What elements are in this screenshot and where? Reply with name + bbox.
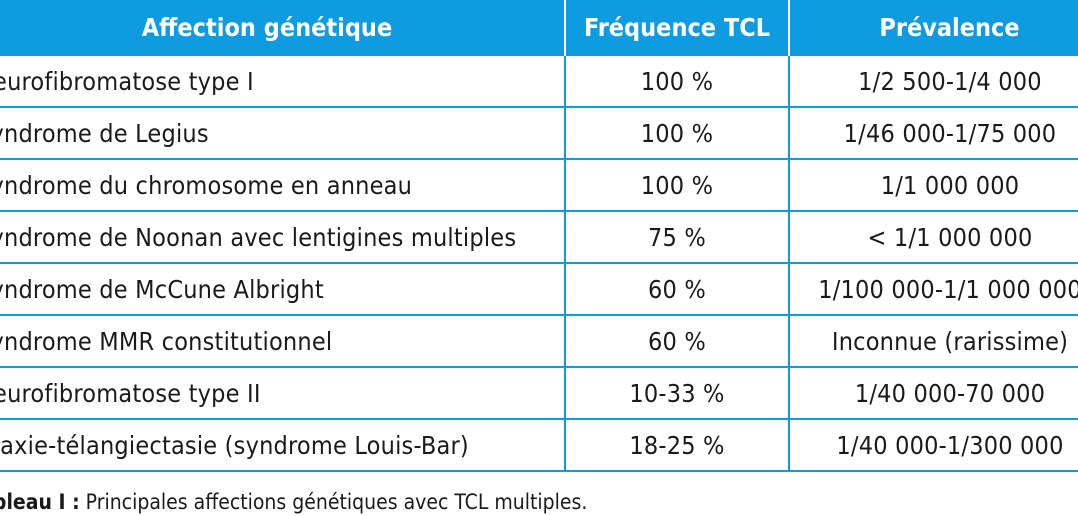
caption-label: Tableau I : (0, 490, 80, 514)
cell-prevalence: < 1/1 000 000 (788, 210, 1078, 264)
cell-frequence: 100 % (564, 54, 790, 108)
cell-affection: Syndrome de Noonan avec lentigines multi… (0, 210, 566, 264)
table-row: Syndrome du chromosome en anneau 100 % 1… (0, 158, 1078, 212)
cell-affection: Syndrome de Legius (0, 106, 566, 160)
table-row: Syndrome MMR constitutionnel 60 % Inconn… (0, 314, 1078, 368)
table-row: Ataxie-télangiectasie (syndrome Louis-Ba… (0, 418, 1078, 472)
column-header-prevalence: Prévalence (788, 0, 1078, 55)
cell-prevalence: 1/1 000 000 (788, 158, 1078, 212)
cell-prevalence: 1/2 500-1/4 000 (788, 54, 1078, 108)
cell-prevalence: 1/40 000-70 000 (788, 366, 1078, 420)
table-caption: Tableau I : Principales affections génét… (0, 490, 587, 514)
table-row: Neurofibromatose type II 10-33 % 1/40 00… (0, 366, 1078, 420)
column-header-frequence: Fréquence TCL (564, 0, 790, 55)
cell-affection: Ataxie-télangiectasie (syndrome Louis-Ba… (0, 418, 566, 472)
table-row: Syndrome de McCune Albright 60 % 1/100 0… (0, 262, 1078, 316)
cell-prevalence: 1/46 000-1/75 000 (788, 106, 1078, 160)
cell-frequence: 60 % (564, 262, 790, 316)
cell-frequence: 60 % (564, 314, 790, 368)
genetic-conditions-table: Affection génétique Fréquence TCL Préval… (0, 0, 1078, 472)
table-row: Neurofibromatose type I 100 % 1/2 500-1/… (0, 54, 1078, 108)
cell-affection: Syndrome du chromosome en anneau (0, 158, 566, 212)
cell-prevalence: 1/40 000-1/300 000 (788, 418, 1078, 472)
cell-frequence: 75 % (564, 210, 790, 264)
cell-affection: Neurofibromatose type I (0, 54, 566, 108)
cell-prevalence: 1/100 000-1/1 000 000 (788, 262, 1078, 316)
column-header-affection: Affection génétique (0, 0, 566, 55)
genetic-conditions-table-container: Affection génétique Fréquence TCL Préval… (0, 0, 1078, 472)
cell-frequence: 100 % (564, 158, 790, 212)
table-body: Neurofibromatose type I 100 % 1/2 500-1/… (0, 54, 1078, 472)
table-header: Affection génétique Fréquence TCL Préval… (0, 0, 1078, 55)
caption-text: Principales affections génétiques avec T… (79, 490, 588, 514)
cell-prevalence: Inconnue (rarissime) (788, 314, 1078, 368)
cell-frequence: 10-33 % (564, 366, 790, 420)
cell-frequence: 18-25 % (564, 418, 790, 472)
cell-affection: Syndrome MMR constitutionnel (0, 314, 566, 368)
cell-frequence: 100 % (564, 106, 790, 160)
table-row: Syndrome de Noonan avec lentigines multi… (0, 210, 1078, 264)
table-row: Syndrome de Legius 100 % 1/46 000-1/75 0… (0, 106, 1078, 160)
table-header-row: Affection génétique Fréquence TCL Préval… (0, 0, 1078, 55)
cell-affection: Neurofibromatose type II (0, 366, 566, 420)
cell-affection: Syndrome de McCune Albright (0, 262, 566, 316)
